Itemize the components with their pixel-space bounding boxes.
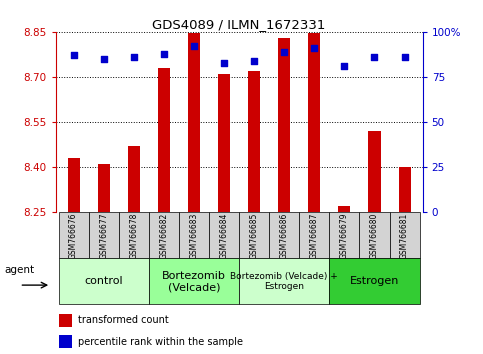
Title: GDS4089 / ILMN_1672331: GDS4089 / ILMN_1672331 xyxy=(153,18,326,31)
Bar xyxy=(398,167,411,212)
Text: GSM766679: GSM766679 xyxy=(340,212,349,259)
Text: GSM766687: GSM766687 xyxy=(310,212,319,259)
Bar xyxy=(188,33,200,212)
Bar xyxy=(248,71,260,212)
Point xyxy=(190,44,198,49)
Bar xyxy=(149,258,239,304)
Point xyxy=(160,51,168,56)
Point xyxy=(130,54,138,60)
Text: control: control xyxy=(85,276,123,286)
Bar xyxy=(299,212,329,258)
Point xyxy=(401,54,409,60)
Bar xyxy=(179,212,209,258)
Bar xyxy=(89,212,119,258)
Text: percentile rank within the sample: percentile rank within the sample xyxy=(78,337,242,347)
Bar xyxy=(239,258,329,304)
Point xyxy=(100,56,108,62)
Text: GSM766681: GSM766681 xyxy=(400,212,409,258)
Bar xyxy=(359,212,389,258)
Bar xyxy=(308,33,320,212)
Text: GSM766683: GSM766683 xyxy=(189,212,199,259)
Point xyxy=(250,58,258,64)
Bar xyxy=(68,158,80,212)
Bar xyxy=(369,131,381,212)
Bar xyxy=(128,146,140,212)
Text: GSM766676: GSM766676 xyxy=(69,212,78,259)
Text: GSM766684: GSM766684 xyxy=(220,212,228,259)
Bar xyxy=(158,68,170,212)
Point xyxy=(280,49,288,55)
Text: GSM766677: GSM766677 xyxy=(99,212,108,259)
Bar xyxy=(59,335,72,348)
Text: Estrogen: Estrogen xyxy=(350,276,399,286)
Bar xyxy=(239,212,269,258)
Text: GSM766686: GSM766686 xyxy=(280,212,289,259)
Bar xyxy=(209,212,239,258)
Point xyxy=(220,60,228,65)
Text: GSM766685: GSM766685 xyxy=(250,212,258,259)
Bar xyxy=(98,164,110,212)
Bar xyxy=(389,212,420,258)
Bar xyxy=(329,258,420,304)
Text: Bortezomib
(Velcade): Bortezomib (Velcade) xyxy=(162,270,226,292)
Text: GSM766680: GSM766680 xyxy=(370,212,379,259)
Text: Bortezomib (Velcade) +
Estrogen: Bortezomib (Velcade) + Estrogen xyxy=(230,272,338,291)
Bar xyxy=(278,38,290,212)
Bar xyxy=(149,212,179,258)
Bar xyxy=(59,314,72,327)
Text: transformed count: transformed count xyxy=(78,315,168,325)
Bar xyxy=(218,74,230,212)
Point xyxy=(341,63,348,69)
Point xyxy=(370,54,378,60)
Bar xyxy=(339,206,350,212)
Point xyxy=(311,45,318,51)
Bar xyxy=(58,258,149,304)
Bar xyxy=(119,212,149,258)
Bar xyxy=(329,212,359,258)
Text: GSM766678: GSM766678 xyxy=(129,212,138,259)
Text: GSM766682: GSM766682 xyxy=(159,212,169,258)
Text: agent: agent xyxy=(4,265,35,275)
Bar xyxy=(269,212,299,258)
Point xyxy=(70,52,77,58)
Bar xyxy=(58,212,89,258)
